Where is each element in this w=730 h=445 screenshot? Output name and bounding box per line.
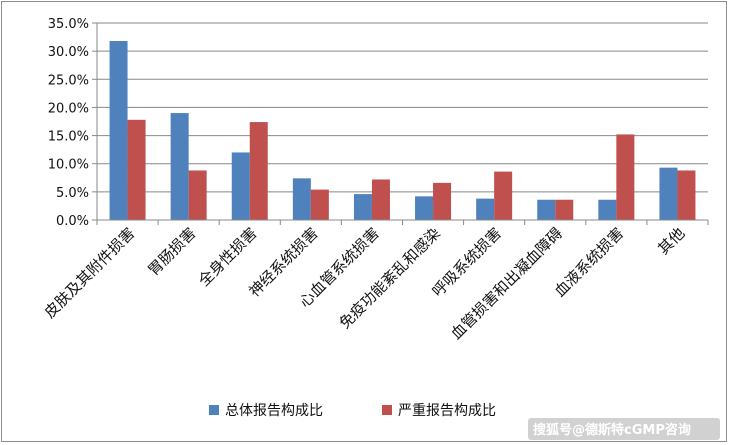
bar-overall [415,196,434,220]
bar-serious [494,171,513,220]
category-labels: 皮肤及其附件损害 胃肠损害全身性损害神经系统损害心血管系统损害免疫功能紊乱和感染呼… [41,224,688,343]
bar-serious [249,122,268,220]
x-category-label: 胃肠损害 [144,224,199,279]
bar-overall [537,199,556,220]
watermark: 搜狐号@德斯特cGMP咨询 [528,418,720,440]
y-tick-label: 10.0% [48,158,89,173]
legend-swatch-overall [209,405,219,415]
bar-overall [353,194,372,220]
legend: 总体报告构成比 严重报告构成比 [209,403,496,419]
bar-overall [659,167,678,220]
bar-serious [127,119,146,220]
y-tick-label: 30.0% [48,45,89,60]
legend-label-serious: 严重报告构成比 [398,403,496,419]
bar-serious [433,182,452,220]
bar-serious [616,134,635,220]
bar-overall [476,198,495,220]
legend-swatch-serious [382,405,392,415]
x-axis [96,219,709,225]
y-tick-label: 35.0% [48,17,89,32]
x-category-label: 其他 [654,224,688,258]
y-tick-label: 25.0% [48,73,89,88]
bars [109,41,696,220]
watermark-text: 搜狐号@德斯特cGMP咨询 [533,422,691,438]
bar-serious [188,170,207,220]
bar-overall [109,41,128,220]
bar-overall [598,199,617,220]
x-category-label: 全身性损害 [195,224,261,290]
y-tick-label: 0.0% [56,214,89,229]
bar-serious [371,179,390,220]
x-category-label: 血管损害和出凝血障碍 [447,224,566,343]
y-tick-label: 20.0% [48,101,89,116]
bar-overall [292,178,311,220]
y-axis: 0.0% 5.0% 10.0% 15.0% 20.0% 25.0% 30.0% 35.0% [48,17,98,229]
bar-overall [231,152,250,220]
bar-overall [170,113,189,220]
bar-serious [310,189,329,220]
y-tick-label: 5.0% [56,186,89,201]
y-tick-label: 15.0% [48,130,89,145]
x-category-label: 免疫功能紊乱和感染 [336,224,444,332]
bar-serious [555,199,574,220]
bar-serious [677,170,696,220]
legend-label-overall: 总体报告构成比 [225,403,323,419]
x-category-label: 皮肤及其附件损害 [41,224,139,322]
